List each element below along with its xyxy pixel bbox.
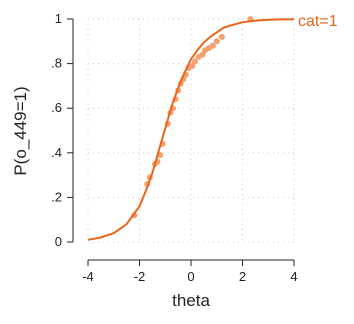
y-tick-label-4: .8 (51, 56, 62, 71)
x-tick-label-3: 2 (239, 269, 246, 284)
y-tick-label-1: .2 (51, 189, 62, 204)
data-point-24 (218, 33, 225, 40)
grid (87, 18, 295, 243)
data-points (131, 16, 254, 219)
data-point-16 (189, 62, 196, 69)
y-tick-label-3: .6 (51, 100, 62, 115)
data-point-22 (209, 42, 216, 49)
legend-cat-1: cat=1 (298, 13, 338, 30)
y-tick-label-0: 0 (55, 234, 62, 249)
x-tick-label-2: 0 (187, 269, 194, 284)
series-curve (87, 18, 295, 241)
y-axis-title: P(o_449=1) (11, 86, 30, 175)
ticks: 0 .2 .4 .6 .8 1 -4 -2 0 2 4 (51, 11, 297, 284)
data-point-23 (213, 38, 220, 45)
y-tick-label-2: .4 (51, 145, 62, 160)
data-point-17 (191, 58, 198, 65)
axes (72, 19, 294, 261)
x-axis-title: theta (172, 291, 210, 310)
x-tick-label-0: -4 (82, 269, 94, 284)
x-tick-label-4: 4 (290, 269, 297, 284)
y-tick-label-5: 1 (55, 11, 62, 26)
x-tick-label-1: -2 (134, 269, 146, 284)
data-point-19 (199, 51, 206, 58)
